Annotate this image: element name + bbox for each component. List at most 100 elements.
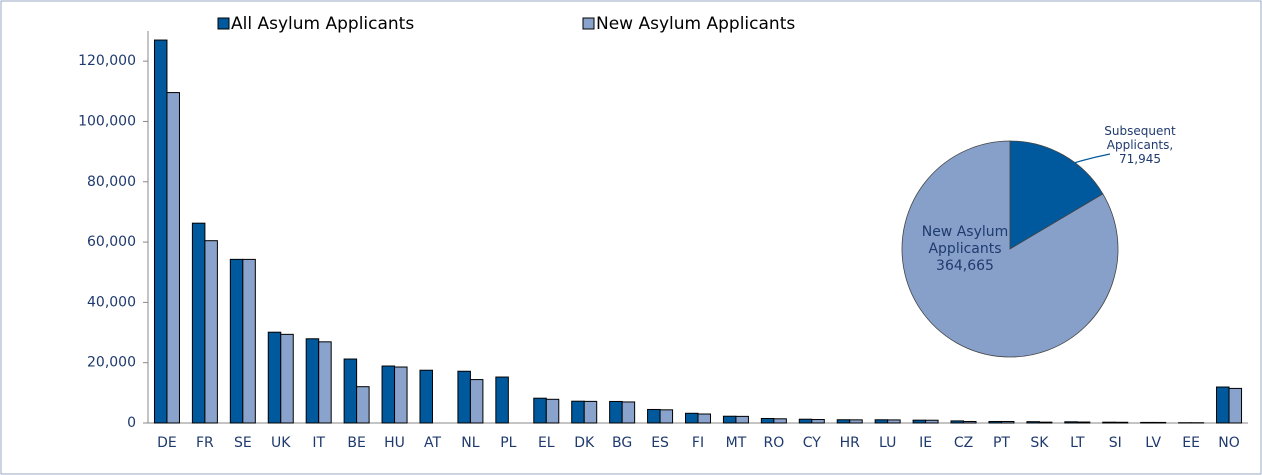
x-tick-label: FR (196, 435, 214, 451)
x-tick-label: NO (1218, 435, 1240, 451)
bar (1102, 421, 1116, 424)
pie-label-value: 364,665 (936, 258, 994, 274)
x-tick-label: DK (574, 435, 595, 451)
bar (495, 376, 509, 424)
bar (798, 418, 813, 424)
x-tick-label: PT (993, 435, 1010, 451)
x-tick-label: PL (500, 435, 516, 451)
bar (1076, 421, 1091, 424)
bar (280, 333, 294, 424)
bar (849, 419, 863, 424)
bar (1216, 386, 1230, 424)
bar (963, 420, 977, 424)
y-tick-label: 60,000 (87, 234, 136, 250)
x-tick-label: LV (1145, 435, 1161, 451)
y-tick-label: 0 (127, 415, 136, 431)
bar (153, 39, 168, 424)
x-tick-label: SE (234, 435, 252, 451)
y-tick-label: 120,000 (78, 53, 136, 69)
bar (1228, 387, 1243, 424)
bar (1026, 421, 1040, 424)
x-tick-label: CZ (954, 435, 973, 451)
leader-line (1055, 153, 1111, 170)
bar (469, 379, 484, 424)
pie-slice (901, 140, 1119, 358)
x-tick-label: MT (726, 435, 747, 451)
y-tick-label: 100,000 (78, 113, 136, 129)
x-tick-label: UK (271, 435, 291, 451)
bar (242, 258, 256, 424)
legend-swatch (582, 17, 595, 30)
bar (773, 418, 787, 424)
bar (1114, 421, 1129, 424)
x-tick-label: HR (840, 435, 861, 451)
bar (381, 365, 396, 424)
pie-label-value: 71,945 (1119, 152, 1161, 166)
bar (583, 400, 598, 424)
bar (545, 398, 560, 424)
bar (1064, 421, 1078, 424)
bar (912, 419, 927, 424)
pie-label-name: New Asylum Applicants (921, 224, 1009, 257)
bar (874, 419, 889, 424)
bar (685, 412, 699, 424)
bar (925, 419, 939, 424)
x-tick-label: CY (803, 435, 822, 451)
bar (722, 415, 737, 424)
bar (229, 258, 244, 424)
legend-label: New Asylum Applicants (596, 14, 795, 34)
bar (1140, 421, 1154, 424)
bar (697, 413, 711, 424)
bar (621, 401, 636, 424)
x-tick-label: SI (1109, 435, 1122, 451)
y-tick-label: 20,000 (87, 355, 136, 371)
bar (343, 358, 358, 424)
bar (267, 331, 282, 424)
x-tick-label: FI (692, 435, 704, 451)
bar (318, 341, 332, 424)
bar (811, 419, 825, 424)
bar (609, 400, 623, 424)
bar (571, 400, 585, 424)
x-tick-label: EE (1182, 435, 1200, 451)
bar (836, 419, 851, 424)
bar (1038, 421, 1053, 424)
bar (887, 419, 901, 424)
bar (305, 338, 320, 424)
bar (950, 420, 965, 424)
x-tick-label: LU (879, 435, 896, 451)
bar (647, 408, 661, 424)
pie-label: New Asylum Applicants 364,665 (915, 224, 1015, 275)
bar (419, 369, 433, 424)
x-tick-label: DE (157, 435, 177, 451)
bar (988, 420, 1002, 424)
bar (735, 415, 749, 424)
legend-label: All Asylum Applicants (231, 14, 414, 34)
bar (191, 222, 206, 424)
x-tick-label: IE (919, 435, 932, 451)
bar (533, 397, 547, 424)
x-tick-label: AT (424, 435, 441, 451)
pie-label: Subsequent Applicants, 71,945 (1085, 124, 1195, 166)
bar (659, 409, 674, 424)
legend-swatch (217, 17, 230, 30)
pie-slice (1009, 140, 1104, 250)
x-tick-label: BE (347, 435, 365, 451)
bar (394, 366, 408, 424)
bar (1152, 421, 1167, 424)
pie-label-name: Subsequent Applicants, (1104, 124, 1176, 152)
bar (457, 370, 471, 424)
x-tick-label: BG (612, 435, 632, 451)
y-tick-label: 40,000 (87, 294, 136, 310)
x-tick-label: EL (538, 435, 555, 451)
bar (204, 240, 218, 424)
x-tick-label: ES (651, 435, 669, 451)
x-tick-label: LT (1070, 435, 1085, 451)
bar (760, 417, 775, 424)
bar (1000, 420, 1015, 424)
bar (356, 386, 370, 424)
x-tick-label: IT (312, 435, 325, 451)
x-tick-label: RO (763, 435, 784, 451)
